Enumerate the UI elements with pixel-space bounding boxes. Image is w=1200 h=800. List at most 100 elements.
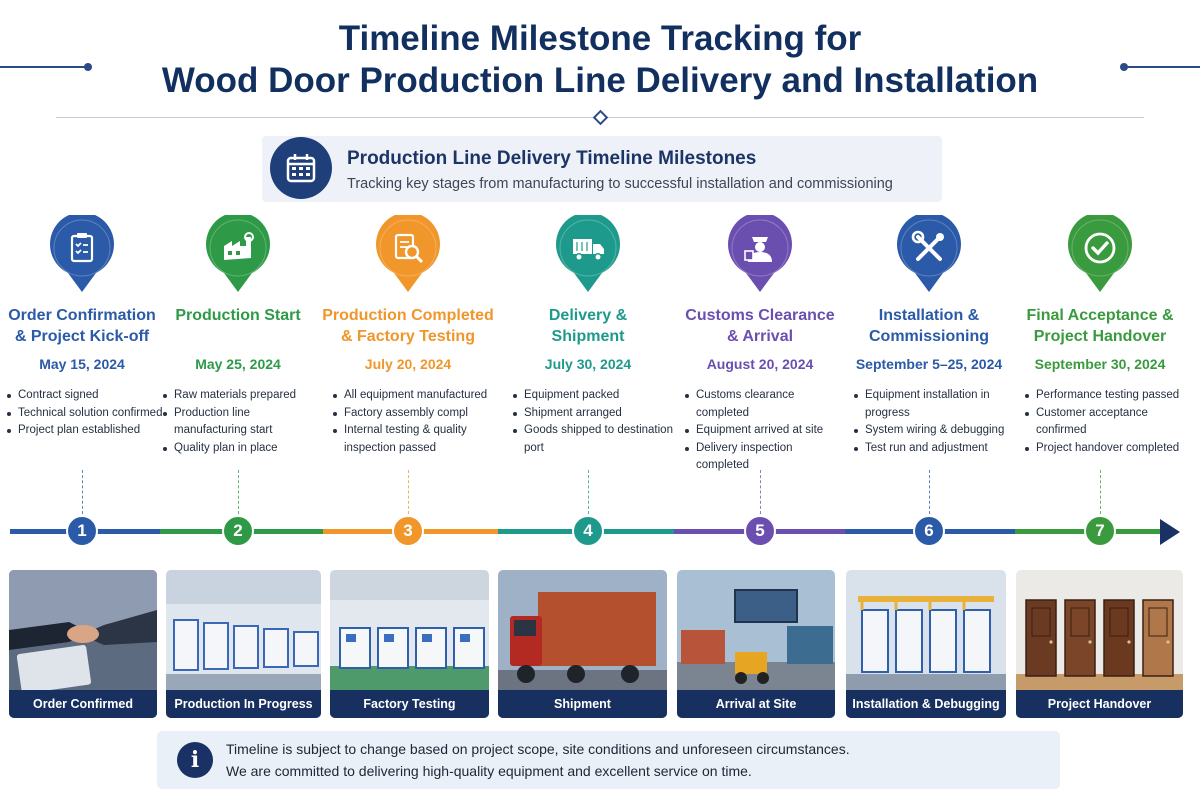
milestone-task-list: Equipment packed Shipment arranged Goods s… [513,387,675,457]
milestone-2: Production Start May 25, 2024 Raw material… [151,215,325,457]
stage-photo-5: Arrival at Site [677,570,835,718]
step-number-5: 5 [744,515,776,547]
milestone-task-list: Performance testing passed Customer accep… [1025,387,1187,457]
milestone-task: All equipment manufactured [333,387,495,405]
milestone-task: Test run and adjustment [854,440,1016,458]
milestone-6: Installation & Commissioning September 5–2… [842,215,1016,457]
timeline-arrowhead [1160,519,1180,545]
milestone-task: Quality plan in place [163,440,325,458]
milestone-task-list: Contract signed Technical solution confir… [7,387,169,440]
step-number-7: 7 [1084,515,1116,547]
milestone-leader-line [82,470,83,514]
stage-photo-6: Installation & Debugging [846,570,1006,718]
note-line-2: We are committed to delivering high-qual… [226,763,752,779]
milestone-date: July 30, 2024 [544,356,632,372]
step-number-6: 6 [913,515,945,547]
milestone-title-line-1: Customs Clearance [685,307,835,324]
divider-diamond [592,109,609,126]
stage-photo-4: Shipment [498,570,667,718]
inspection-icon [375,215,441,293]
banner-title: Production Line Delivery Timeline Milest… [347,148,757,169]
milestone-1: Order Confirmation & Project Kick-off May … [0,215,169,440]
milestone-title-line-2: & Factory Testing [341,328,475,345]
truck-icon [555,215,621,293]
milestone-title: Installation & Commissioning [842,305,1016,349]
step-number-3: 3 [392,515,424,547]
milestone-task: Equipment packed [513,387,675,405]
milestone-date: July 20, 2024 [364,356,452,372]
milestone-task: Performance testing passed [1025,387,1187,405]
milestone-task-list: Customs clearance completed Equipment arr… [685,387,847,475]
milestone-leader-line [588,470,589,514]
stage-photo-caption: Project Handover [1016,690,1183,718]
stage-photo-caption: Production In Progress [166,690,321,718]
step-number-1: 1 [66,515,98,547]
stage-photo-7: Project Handover [1016,570,1183,718]
milestone-leader-line [408,470,409,514]
milestone-title: Delivery & Shipment [501,305,675,349]
step-number-4: 4 [572,515,604,547]
milestone-title-line-2: & Project Kick-off [14,328,150,345]
milestone-title-line-2: Commissioning [868,328,989,345]
milestone-task: System wiring & debugging [854,422,1016,440]
milestone-task: Factory assembly compl [333,405,495,423]
milestone-task: Technical solution confirmed [7,405,169,423]
stage-photo-2: Production In Progress [166,570,321,718]
milestone-title-line-2: Shipment [551,328,625,345]
milestone-title: Order Confirmation & Project Kick-off [0,305,169,349]
milestone-title: Production Completed & Factory Testing [321,305,495,349]
milestone-task: Shipment arranged [513,405,675,423]
milestone-title-line-1: Delivery & [548,307,628,324]
stage-photo-caption: Shipment [498,690,667,718]
milestone-date: May 25, 2024 [195,356,281,372]
title-line-2: Wood Door Production Line Delivery and I… [161,61,1039,100]
milestone-leader-line [929,470,930,514]
stage-photo-caption: Order Confirmed [9,690,157,718]
page-title: Timeline Milestone Tracking for Wood Doo… [0,18,1200,102]
milestone-leader-line [760,470,761,514]
milestone-task: Contract signed [7,387,169,405]
milestone-title-line-1: Final Acceptance & [1026,307,1174,324]
milestone-task: Internal testing & quality inspection pa… [333,422,495,457]
stage-photo-caption: Arrival at Site [677,690,835,718]
milestone-task: Delivery inspection completed [685,440,847,475]
milestone-4: Delivery & Shipment July 30, 2024 Equipment… [501,215,675,457]
milestone-5: Customs Clearance & Arrival August 20, 202… [673,215,847,475]
milestone-leader-line [1100,470,1101,514]
milestone-3: Production Completed & Factory Testing Jul… [321,215,495,457]
info-icon: i [177,742,213,778]
milestone-task: Project handover completed [1025,440,1187,458]
checkmark-icon [1067,215,1133,293]
title-rule-right [1120,63,1200,71]
milestone-title-line-1: Order Confirmation [8,307,156,324]
milestone-title-line-2: Project Handover [1033,328,1167,345]
stage-photo-caption: Installation & Debugging [846,690,1006,718]
note-line-1: Timeline is subject to change based on p… [226,741,850,757]
tools-icon [896,215,962,293]
milestone-task: Goods shipped to destination port [513,422,675,457]
banner-subtitle: Tracking key stages from manufacturing t… [347,176,893,192]
milestone-title: Final Acceptance & Project Handover [1013,305,1187,349]
milestone-task-list: All equipment manufactured Factory assemb… [333,387,495,457]
milestone-task: Raw materials prepared [163,387,325,405]
stage-photo-caption: Factory Testing [330,690,489,718]
stage-photo-3: Factory Testing [330,570,489,718]
milestone-date: May 15, 2024 [39,356,125,372]
factory-icon [205,215,271,293]
milestone-title-line-1: Production Start [175,307,301,324]
clipboard-icon [49,215,115,293]
milestone-task: Equipment installation in progress [854,387,1016,422]
milestone-title: Customs Clearance & Arrival [673,305,847,349]
stage-photo-1: Order Confirmed [9,570,157,718]
milestone-title-line-1: Installation & [878,307,980,324]
milestone-task: Equipment arrived at site [685,422,847,440]
milestone-title-line-1: Production Completed [322,307,494,324]
milestone-task-list: Raw materials prepared Production line ma… [163,387,325,457]
customs-officer-icon [727,215,793,293]
milestone-task-list: Equipment installation in progress System… [854,387,1016,457]
milestone-title: Production Start [151,305,325,349]
milestone-task: Production line manufacturing start [163,405,325,440]
milestone-task: Customs clearance completed [685,387,847,422]
milestone-date: August 20, 2024 [706,356,814,372]
title-line-1: Timeline Milestone Tracking for [338,19,862,58]
